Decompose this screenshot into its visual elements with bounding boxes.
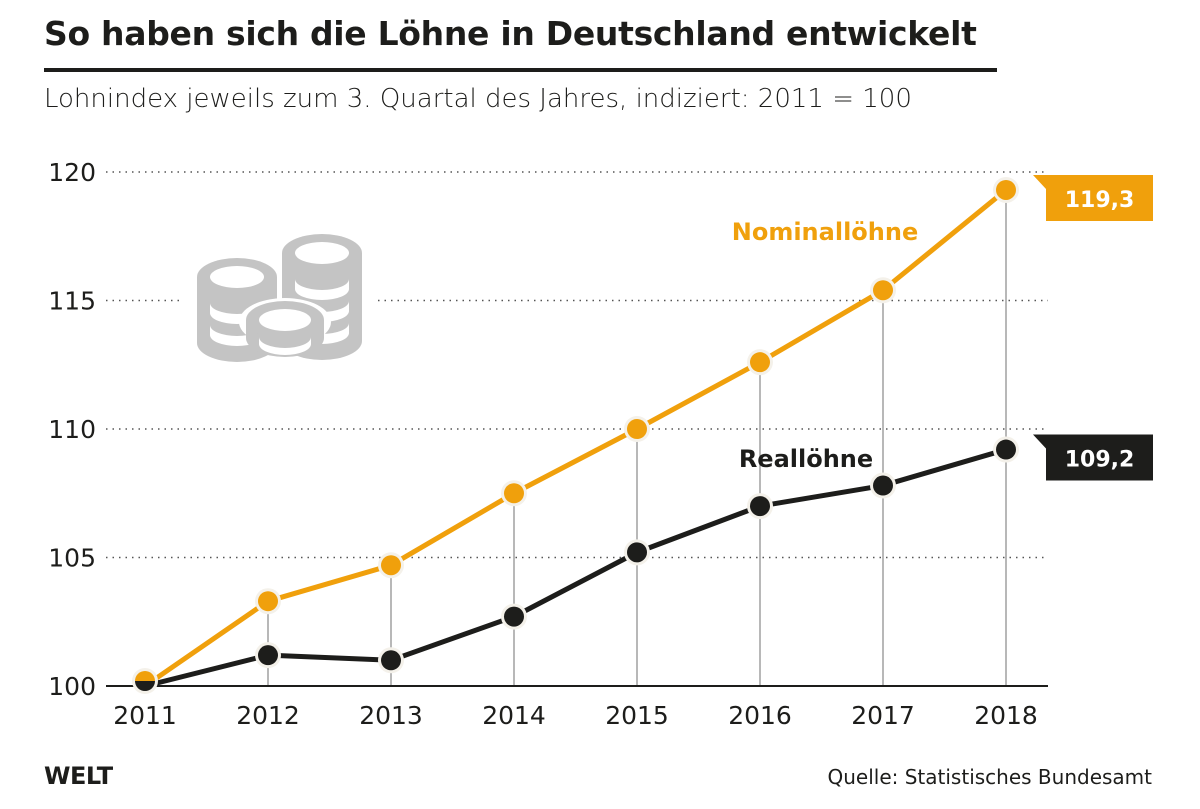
data-point-nominal (996, 179, 1016, 200)
series-label-real: Reallöhne (739, 445, 873, 473)
y-axis-ticks: 100 105 110 115 120 (48, 158, 96, 701)
data-point-real (873, 475, 893, 496)
series-points (132, 176, 1019, 694)
data-point-nominal (627, 419, 647, 439)
series-line-real (144, 447, 1007, 689)
y-tick-label: 120 (48, 158, 96, 187)
data-point-real (258, 645, 278, 666)
y-tick-label: 105 (48, 544, 96, 573)
data-point-nominal (750, 352, 770, 373)
data-point-real (627, 542, 647, 563)
end-value-callout-real: 109,2 (1033, 434, 1153, 481)
x-tick-label: 2018 (974, 701, 1038, 730)
data-point-real (504, 606, 524, 627)
data-point-nominal (504, 483, 524, 504)
end-value-label: 119,3 (1065, 188, 1135, 213)
series-label-nominal: Nominallöhne (732, 218, 918, 246)
x-tick-label: 2013 (359, 701, 423, 730)
chart-subtitle: Lohnindex jeweils zum 3. Quartal des Jah… (44, 84, 912, 114)
x-tick-label: 2012 (236, 701, 300, 730)
coin-front (239, 298, 331, 357)
welt-logo: WELT (44, 762, 113, 790)
data-point-real (381, 650, 401, 671)
data-point-real (135, 681, 155, 691)
data-point-real (750, 496, 770, 517)
x-axis-ticks: 2011 2012 2013 2014 2015 2016 2017 2018 (113, 701, 1038, 730)
series-lines (143, 188, 1008, 689)
x-tick-label: 2011 (113, 701, 177, 730)
y-tick-label: 100 (48, 672, 96, 701)
data-point-real (996, 439, 1016, 460)
x-tick-label: 2014 (482, 701, 546, 730)
data-point-nominal (135, 671, 155, 681)
data-point-nominal (258, 591, 278, 612)
data-point-nominal (381, 555, 401, 576)
end-value-callout-nominal: 119,3 (1033, 174, 1153, 221)
series-labels: Nominallöhne Reallöhne 119,3 109,2 (732, 174, 1153, 481)
x-tick-label: 2016 (728, 701, 792, 730)
y-tick-label: 115 (48, 287, 96, 316)
x-tick-label: 2015 (605, 701, 669, 730)
coins-stack-icon (197, 234, 362, 362)
data-point-nominal (873, 280, 893, 301)
y-tick-label: 110 (48, 415, 96, 444)
gridlines (106, 171, 1048, 559)
series-line-nominal (143, 188, 1008, 689)
chart-title: So haben sich die Löhne in Deutschland e… (44, 14, 977, 53)
end-value-label: 109,2 (1065, 448, 1135, 473)
coin-stack (282, 234, 362, 360)
x-tick-label: 2017 (851, 701, 915, 730)
source-note: Quelle: Statistisches Bundesamt (827, 765, 1153, 789)
title-divider (44, 68, 997, 72)
